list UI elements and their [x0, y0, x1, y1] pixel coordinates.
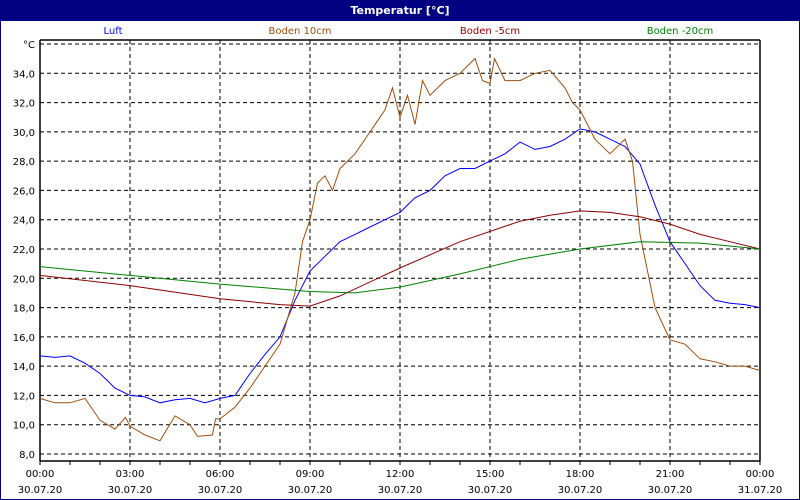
y-tick-label: 28,0 [13, 157, 35, 168]
x-tick-date: 30.07.20 [288, 485, 333, 496]
x-tick-time: 18:00 [566, 469, 595, 480]
y-tick-label: 34,0 [13, 69, 35, 80]
series-line-boden-20cm [39, 241, 761, 294]
series-line-luft [39, 128, 761, 404]
x-tick-date: 30.07.20 [648, 485, 693, 496]
y-axis-unit: °C [23, 40, 35, 51]
legend-entry: Boden 10cm [269, 26, 332, 37]
x-tick-time: 00:00 [26, 469, 55, 480]
y-tick-label: 24,0 [13, 216, 35, 227]
y-tick-label: 12,0 [13, 391, 35, 402]
y-tick-label: 18,0 [13, 304, 35, 315]
y-tick-label: 20,0 [13, 274, 35, 285]
x-tick-date: 31.07.20 [738, 485, 783, 496]
x-tick-date: 30.07.20 [468, 485, 513, 496]
x-tick-time: 09:00 [296, 469, 325, 480]
window-title: Temperatur [°C] [1, 1, 799, 21]
x-tick-date: 30.07.20 [378, 485, 423, 496]
y-tick-label: 32,0 [13, 99, 35, 110]
legend-entry: Boden -20cm [647, 26, 714, 37]
x-tick-time: 21:00 [656, 469, 685, 480]
x-tick-time: 06:00 [206, 469, 235, 480]
y-tick-label: 22,0 [13, 245, 35, 256]
legend-entry: Luft [104, 26, 123, 37]
legend-entry: Boden -5cm [460, 26, 520, 37]
y-tick-label: 10,0 [13, 421, 35, 432]
x-tick-time: 12:00 [386, 469, 415, 480]
x-tick-date: 30.07.20 [18, 485, 63, 496]
x-tick-time: 03:00 [116, 469, 145, 480]
series-line-boden-10cm [39, 56, 761, 442]
x-tick-time: 15:00 [476, 469, 505, 480]
x-tick-date: 30.07.20 [198, 485, 243, 496]
y-tick-label: 8,0 [19, 450, 35, 461]
y-tick-label: 14,0 [13, 362, 35, 373]
x-tick-date: 30.07.20 [108, 485, 153, 496]
x-tick-time: 00:00 [746, 469, 775, 480]
y-tick-label: 16,0 [13, 333, 35, 344]
y-tick-label: 30,0 [13, 128, 35, 139]
x-tick-date: 30.07.20 [558, 485, 603, 496]
series-line-boden-5cm [39, 210, 761, 307]
y-tick-label: 26,0 [13, 186, 35, 197]
